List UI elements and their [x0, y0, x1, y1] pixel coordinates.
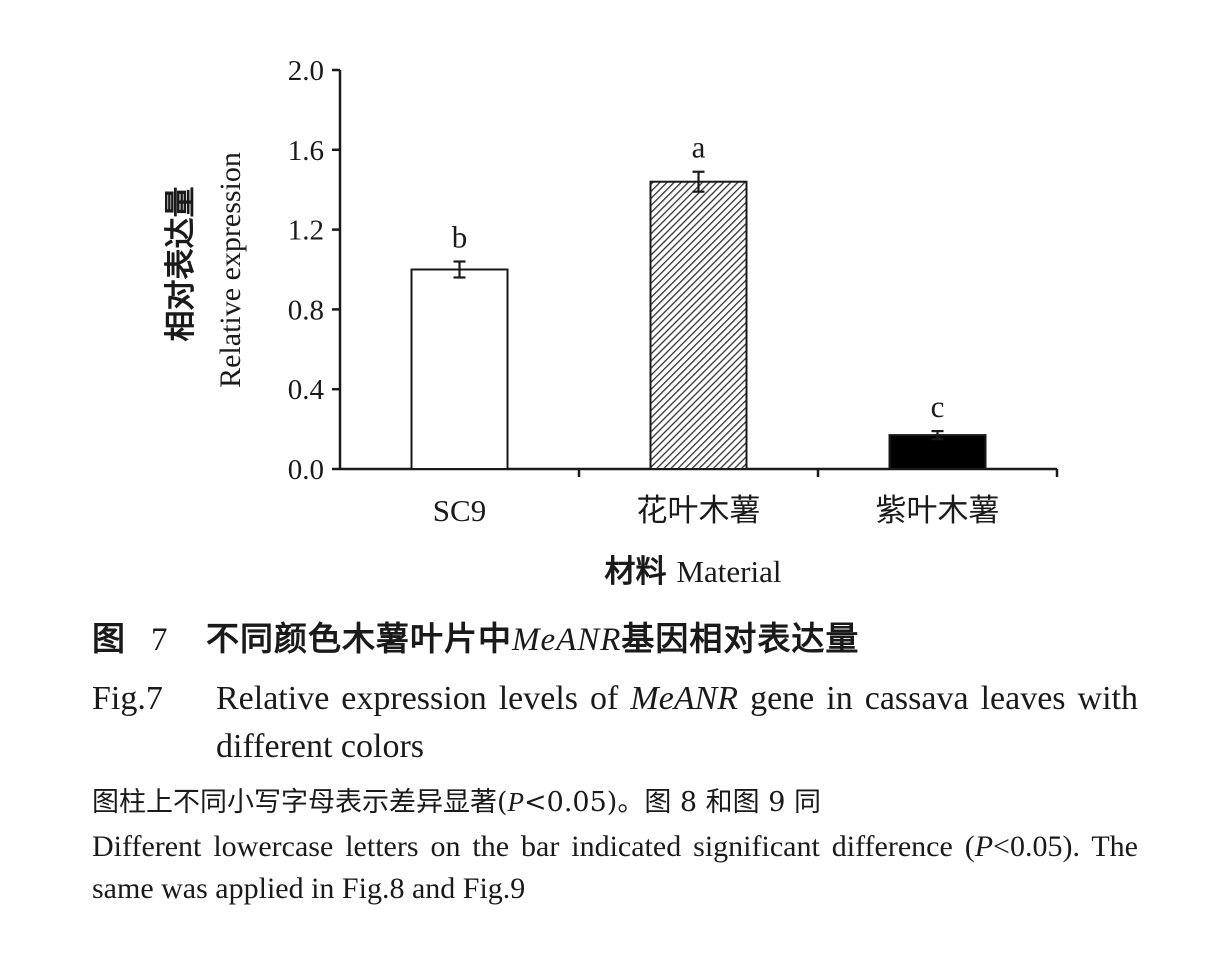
- y-tick-label: 0.8: [288, 294, 324, 326]
- y-axis-title: 相对表达量 Relative expression: [163, 152, 247, 388]
- bar: [649, 180, 748, 470]
- y-tick-label: 0.0: [288, 454, 324, 486]
- bars: b a c: [410, 130, 987, 470]
- caption-en-text-after: gene in cassava leaves with different co…: [216, 680, 1138, 765]
- significance-label: c: [931, 389, 945, 424]
- y-tick-label: 1.6: [288, 135, 324, 167]
- y-axis: 0.0 0.4 0.8 1.2 1.6 2.0: [288, 55, 342, 486]
- caption-cn: 图 7 不同颜色木薯叶片中MeANR基因相对表达量: [92, 612, 1142, 660]
- bar: [410, 268, 509, 470]
- note-en: Different lowercase letters on the bar i…: [92, 826, 1138, 910]
- bar: [888, 434, 987, 470]
- x-axis-title: 材料 Material: [604, 554, 781, 590]
- caption-cn-gene: MeANR: [511, 622, 622, 658]
- x-tick-label: 紫叶木薯: [876, 493, 1000, 528]
- significance-label: b: [452, 220, 468, 255]
- note-cn-p: P: [507, 787, 525, 817]
- y-tick-label: 2.0: [288, 55, 324, 87]
- note-en-p: P: [974, 830, 994, 863]
- x-axis-label-en: Material: [676, 554, 781, 589]
- caption-cn-prefix: 图: [92, 619, 126, 658]
- note-cn: 图柱上不同小写字母表示差异显著(P<0.05)。图 8 和图 9 同: [92, 780, 1142, 819]
- significance-label: a: [692, 130, 706, 165]
- x-tick-label: SC9: [433, 493, 486, 528]
- y-tick-label: 1.2: [288, 215, 324, 247]
- y-tick-label: 0.4: [288, 374, 325, 406]
- note-cn-after: <0.05)。图 8 和图 9 同: [524, 787, 822, 818]
- caption-en: Fig.7 Relative expression levels of MeANR…: [92, 675, 1142, 765]
- caption-en-text: Relative expression levels of MeANR gene…: [216, 675, 1138, 771]
- y-axis-label-cn: 相对表达量: [163, 187, 199, 342]
- caption-cn-number: 7: [150, 622, 169, 658]
- caption-cn-text-before: 不同颜色木薯叶片中: [205, 619, 512, 658]
- caption-en-gene: MeANR: [630, 680, 739, 717]
- note-cn-before: 图柱上不同小写字母表示差异显著(: [92, 787, 508, 818]
- x-axis-label-cn: 材料: [604, 554, 666, 590]
- y-axis-label-en: Relative expression: [214, 152, 247, 388]
- caption-en-fig: Fig.7: [92, 680, 163, 717]
- note-en-after: <0.05). The same was applied in Fig.8 an…: [92, 830, 1138, 905]
- x-axis: SC9 花叶木薯 紫叶木薯: [340, 467, 1059, 528]
- x-tick-label: 花叶木薯: [637, 493, 761, 528]
- caption-cn-text-after: 基因相对表达量: [621, 619, 860, 658]
- note-en-before: Different lowercase letters on the bar i…: [92, 830, 975, 863]
- caption-en-text-before: Relative expression levels of: [216, 680, 631, 717]
